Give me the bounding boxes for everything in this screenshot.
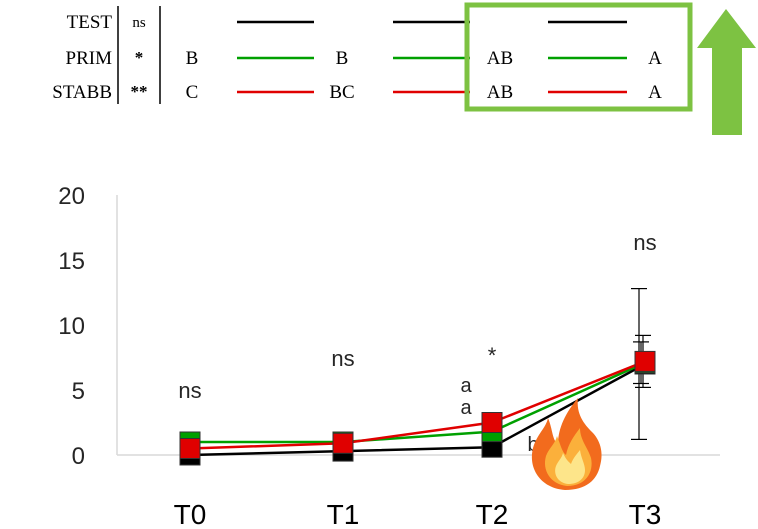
series-line-test <box>189 362 646 457</box>
significance-annotation: ns <box>178 378 201 403</box>
group-letter: a <box>460 375 472 397</box>
fire-inner-flame <box>555 450 585 484</box>
legend-group-letter: A <box>648 48 662 69</box>
y-tick-label: 15 <box>58 248 85 275</box>
significance-annotation: ns <box>331 346 354 371</box>
legend-group-letter: C <box>186 82 199 103</box>
y-tick-label: 5 <box>72 378 85 405</box>
y-tick-label: 20 <box>58 183 85 210</box>
legend-row-name: TEST <box>67 12 113 33</box>
x-tick-label: T2 <box>476 499 509 529</box>
data-point-stabb <box>634 350 656 372</box>
legend-row-significance: ns <box>132 15 146 31</box>
legend-row-name: STABB <box>52 82 112 103</box>
legend-group-letter: A <box>648 82 662 103</box>
y-tick-label: 10 <box>58 313 85 340</box>
x-tick-label: T0 <box>174 499 207 529</box>
group-letter: b <box>527 434 538 456</box>
data-point-stabb <box>179 438 201 459</box>
x-tick-label: T1 <box>327 499 360 529</box>
series-line-stabb <box>189 360 646 450</box>
legend-group-letter: B <box>186 48 199 69</box>
series-line-prim <box>190 361 646 444</box>
significance-annotation: ns <box>633 230 656 255</box>
group-letter: a <box>460 397 472 419</box>
legend-row-significance: ** <box>131 82 148 101</box>
legend-table: TEST ns PRIM * B B AB A STABB ** C BC AB A <box>52 2 693 112</box>
data-point-stabb <box>332 432 354 454</box>
y-tick-label: 0 <box>72 443 85 470</box>
legend-group-letter: AB <box>487 82 513 103</box>
legend-group-letter: AB <box>487 48 513 69</box>
up-arrow-icon <box>697 9 756 135</box>
legend-group-letter: B <box>336 48 349 69</box>
x-tick-label: T3 <box>629 499 662 529</box>
up-arrow-shape <box>697 9 756 135</box>
fire-icon <box>531 398 602 490</box>
data-point-stabb <box>481 412 503 433</box>
highlight-box <box>464 2 693 112</box>
significance-annotation: * <box>488 343 497 368</box>
legend-group-letter: BC <box>329 82 354 103</box>
line-chart: 0 5 10 15 20 T0 T1 T2 T3 ns ns * ns aa b <box>58 183 720 529</box>
legend-row-significance: * <box>135 48 144 67</box>
legend-row-name: PRIM <box>66 48 113 69</box>
